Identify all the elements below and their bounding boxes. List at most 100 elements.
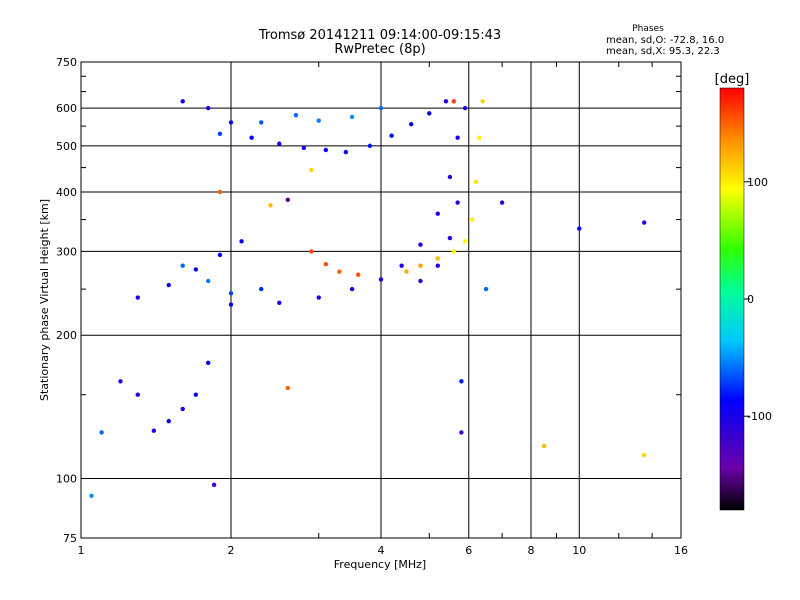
data-point — [378, 105, 384, 111]
data-point — [205, 105, 211, 111]
data-point — [249, 135, 254, 140]
data-point — [477, 135, 482, 140]
data-point — [435, 256, 440, 261]
data-point — [418, 242, 423, 247]
data-point — [89, 493, 94, 498]
data-point — [404, 269, 409, 274]
data-point — [180, 406, 185, 412]
colorbar-tick-label: 0 — [747, 293, 754, 306]
data-point — [642, 220, 647, 225]
data-point — [309, 249, 314, 254]
y-tick-label: 100 — [56, 473, 77, 486]
data-point — [642, 452, 647, 458]
data-point — [399, 263, 404, 268]
y-tick-label: 500 — [56, 140, 77, 153]
data-point — [205, 278, 211, 284]
data-point — [343, 149, 349, 155]
data-point — [301, 145, 307, 151]
data-point — [151, 428, 157, 433]
data-point — [293, 112, 299, 118]
data-point — [118, 379, 123, 384]
y-tick-label: 75 — [63, 532, 77, 545]
colorbar-tick-label: 100 — [747, 176, 768, 189]
data-point — [462, 239, 468, 244]
x-axis-label: Frequency [MHz] — [334, 558, 426, 571]
data-point — [285, 385, 290, 391]
data-points — [89, 99, 647, 498]
data-point — [455, 135, 460, 140]
data-point — [193, 392, 199, 397]
x-tick-label: 2 — [228, 544, 235, 557]
data-point — [193, 267, 199, 272]
grid-lines — [81, 62, 681, 538]
data-point — [228, 291, 234, 296]
data-point — [268, 203, 273, 208]
data-point — [459, 430, 464, 435]
data-point — [259, 120, 264, 125]
stats-o-line: mean, sd,O: -72.8, 16.0 — [606, 35, 724, 46]
y-tick-label: 600 — [56, 102, 77, 115]
y-axis-label: Stationary phase Virtual Height [km] — [38, 199, 51, 401]
data-point — [180, 99, 185, 104]
data-point — [483, 286, 489, 292]
data-point — [355, 272, 361, 277]
data-point — [99, 430, 104, 435]
data-point — [180, 263, 185, 268]
stats-header: Phases — [632, 24, 664, 34]
data-point — [577, 226, 582, 231]
data-point — [447, 174, 453, 180]
chart-subtitle: RwPretec (8p) — [334, 42, 425, 57]
x-tick-label: 6 — [465, 544, 472, 557]
x-tick-label: 10 — [572, 544, 586, 557]
colorbar-label: [deg] — [715, 72, 750, 87]
data-point — [541, 443, 547, 449]
data-point — [455, 200, 460, 205]
data-point — [135, 392, 140, 397]
data-point — [217, 189, 223, 195]
data-point — [228, 302, 234, 307]
data-point — [447, 235, 453, 241]
x-tick-label: 1 — [78, 544, 85, 557]
data-point — [389, 133, 394, 138]
data-point — [480, 99, 485, 104]
data-point — [473, 179, 479, 185]
colorbar-tick-label: -100 — [747, 410, 772, 423]
data-point — [323, 262, 329, 267]
data-point — [459, 379, 464, 384]
data-point — [277, 141, 282, 146]
data-point — [239, 239, 244, 244]
data-point — [309, 167, 314, 173]
data-point — [316, 118, 321, 123]
data-point — [462, 105, 468, 111]
y-tick-label: 750 — [56, 56, 77, 69]
data-point — [418, 278, 423, 284]
data-point — [228, 120, 234, 125]
data-point — [337, 269, 342, 274]
x-tick-label: 8 — [528, 544, 535, 557]
data-point — [316, 295, 321, 300]
data-point — [443, 99, 449, 104]
data-point — [435, 211, 440, 216]
data-point — [409, 122, 414, 127]
colorbar — [719, 87, 745, 511]
data-point — [418, 263, 423, 268]
x-axis-ticks: 1 2 4 6 8 10 16 — [78, 62, 688, 557]
chart-title: Tromsø 20141211 09:14:00-09:15:43 — [258, 28, 501, 43]
data-point — [349, 286, 355, 292]
x-tick-label: 16 — [674, 544, 688, 557]
data-point — [166, 418, 171, 424]
y-tick-label: 400 — [56, 186, 77, 199]
y-axis-ticks: 75 100 200 300 400 500 600 750 — [56, 56, 681, 545]
data-point — [427, 111, 432, 116]
colorbar-ticks: 100 0 -100 — [744, 176, 772, 423]
data-point — [205, 360, 211, 366]
stats-x-line: mean, sd,X: 95.3, 22.3 — [606, 46, 720, 57]
data-point — [451, 249, 457, 254]
data-point — [367, 143, 373, 149]
data-point — [277, 300, 282, 305]
data-point — [166, 282, 171, 288]
data-point — [378, 277, 384, 282]
data-point — [259, 286, 264, 292]
data-point — [323, 147, 329, 153]
